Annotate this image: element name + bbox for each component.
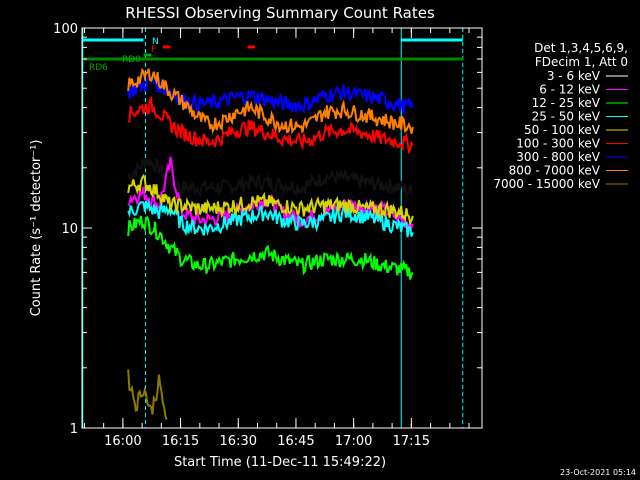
legend-label: 6 - 12 keV (539, 83, 601, 97)
legend-label: 3 - 6 keV (547, 69, 601, 83)
legend-label: 800 - 7000 keV (509, 164, 601, 178)
y-tick-label: 1 (70, 422, 78, 437)
x-tick-label: 16:30 (220, 434, 257, 449)
series-line-7 (127, 67, 414, 135)
x-tick-label: 17:15 (393, 434, 430, 449)
legend-label: 25 - 50 keV (532, 110, 601, 124)
x-tick-label: 16:15 (162, 434, 199, 449)
legend-label: 50 - 100 keV (524, 123, 601, 137)
x-axis-label: Start Time (11-Dec-11 15:49:22) (174, 455, 386, 470)
flag-f-label: F (151, 45, 156, 55)
y-axis-ticks: 1 10 100 (53, 22, 482, 437)
y-tick-label: 10 (61, 222, 78, 237)
flag-rd0-label: RD0 (122, 55, 141, 65)
series-line-8 (127, 369, 168, 421)
legend-header-line-1: Det 1,3,4,5,6,9, (534, 41, 628, 55)
x-tick-label: 17:00 (335, 434, 372, 449)
legend-label: 100 - 300 keV (516, 137, 600, 151)
y-tick-label: 100 (53, 22, 78, 37)
generation-timestamp: 23-Oct-2021 05:14 (560, 468, 636, 477)
x-axis-ticks: 16:00 16:15 16:30 16:45 17:00 17:15 (83, 28, 470, 449)
x-tick-label: 16:45 (277, 434, 314, 449)
series-line-2 (127, 215, 414, 280)
series-line-5 (127, 95, 414, 155)
instrument-flags: N F RD0 RD6 (89, 37, 159, 73)
legend-label: 7000 - 15000 keV (493, 177, 600, 191)
plot-area (82, 28, 464, 428)
legend-label: 300 - 800 keV (516, 150, 600, 164)
legend: Det 1,3,4,5,6,9, FDecim 1, Att 0 3 - 6 k… (493, 41, 628, 191)
flag-rd6-label: RD6 (89, 63, 108, 73)
y-axis-label: Count Rate (s⁻¹ detector⁻¹) (29, 140, 44, 317)
x-tick-label: 16:00 (104, 434, 141, 449)
series-line-0 (127, 157, 414, 199)
legend-header-line-2: FDecim 1, Att 0 (535, 55, 628, 69)
series-line-4 (127, 173, 414, 227)
flag-n-label: N (152, 37, 159, 47)
chart-title: RHESSI Observing Summary Count Rates (125, 4, 435, 22)
legend-label: 12 - 25 keV (532, 96, 601, 110)
